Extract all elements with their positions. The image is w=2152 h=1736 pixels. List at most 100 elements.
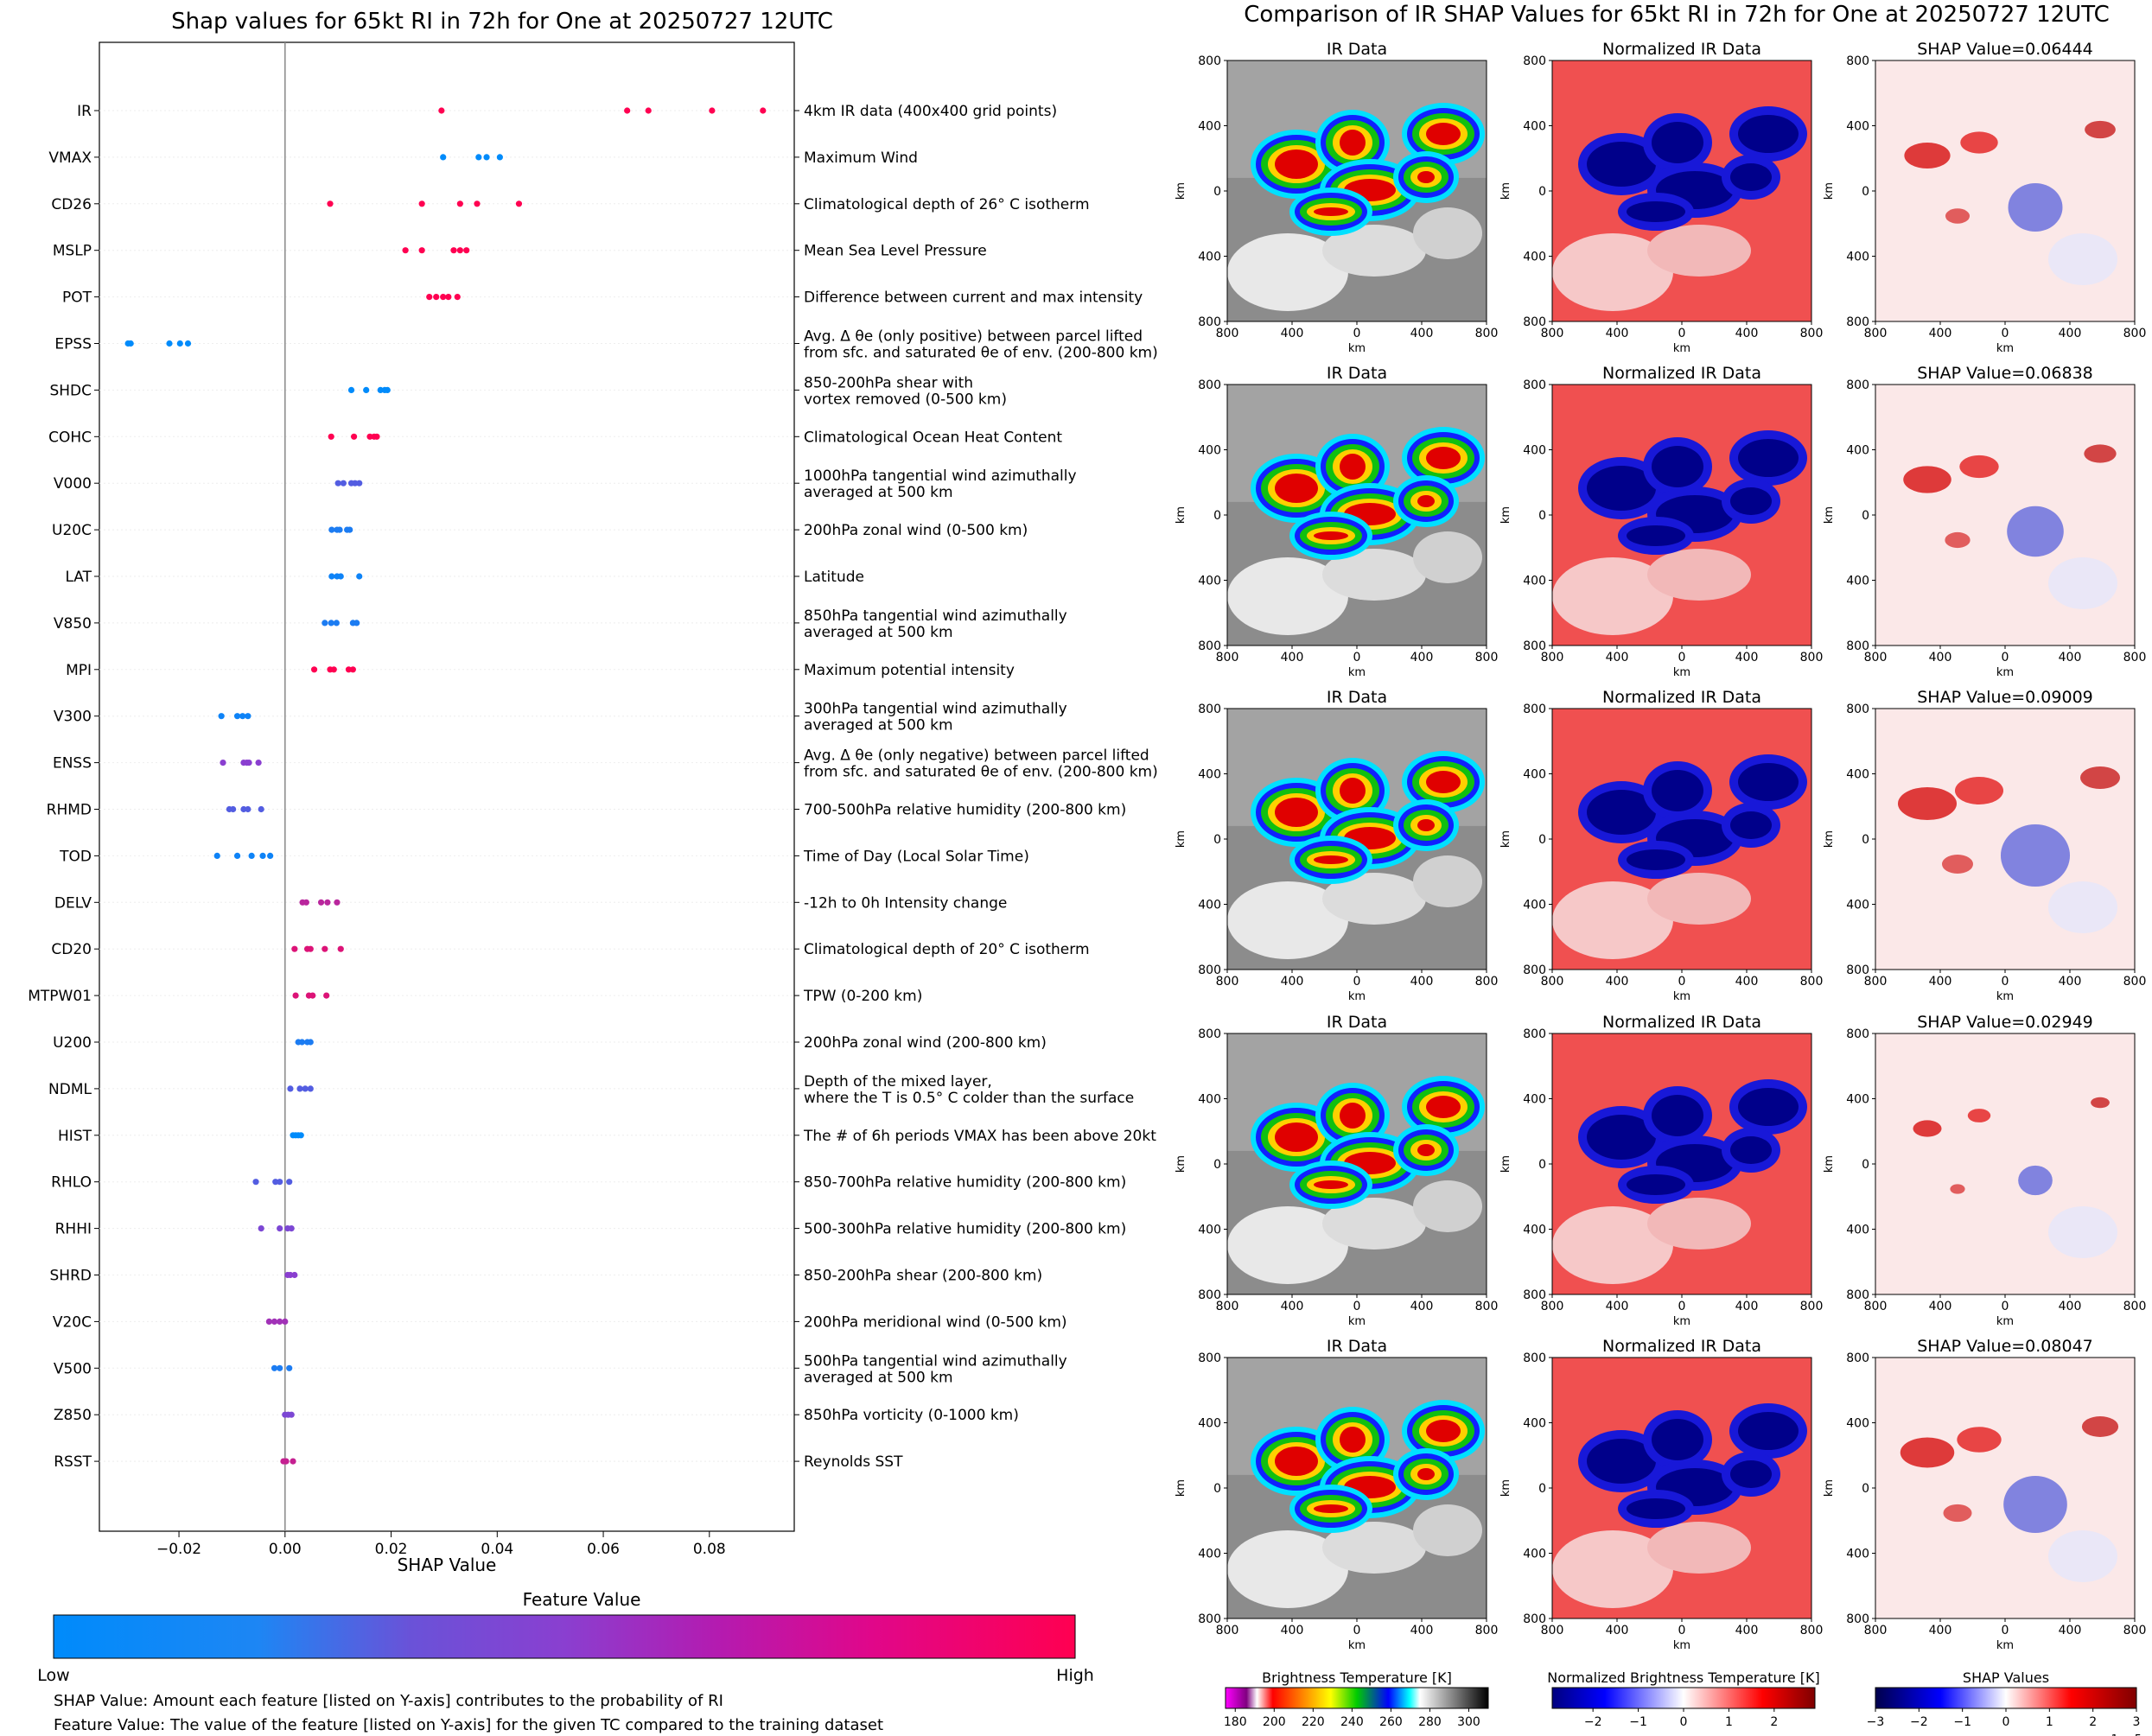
- y-axis-label: km: [1823, 182, 1836, 200]
- colorbar-offset: 1e−5: [2111, 1733, 2142, 1736]
- x-tick-label: 0.00: [269, 1541, 302, 1558]
- shap-negative-region: [2007, 506, 2064, 557]
- shap-positive-region: [1943, 1504, 1972, 1523]
- y-tick-label: 800: [1523, 378, 1546, 392]
- feature-name-label: POT: [62, 289, 92, 307]
- feature-row-v20c: V20C 200hPa meridional wind (0-500 km): [53, 1313, 1067, 1331]
- shap-point: [239, 713, 246, 720]
- norm-low-cloud: [1647, 1522, 1751, 1574]
- shap-point: [282, 1318, 289, 1325]
- y-tick-label: 800: [1198, 639, 1221, 653]
- feature-name-label: EPSS: [54, 336, 92, 353]
- shap-point: [474, 200, 481, 207]
- norm-low-cloud: [1552, 557, 1673, 635]
- x-tick-label: 800: [1475, 975, 1499, 989]
- colorbar-high-label: High: [1056, 1666, 1094, 1685]
- shap-neutral-region: [2048, 1530, 2117, 1582]
- y-tick-label: 800: [1846, 1027, 1869, 1041]
- y-tick-label: 400: [1198, 1417, 1221, 1431]
- shap-point: [248, 852, 255, 860]
- x-tick-label: 400: [1606, 651, 1629, 665]
- x-tick-label: 400: [1929, 975, 1952, 989]
- panel-row: IR Data80080040040000400400800800kmkmNor…: [1175, 1337, 2146, 1652]
- feature-row-v500: V500 500hPa tangential wind azimuthally av…: [54, 1352, 1067, 1386]
- y-tick-label: 800: [1198, 1288, 1221, 1302]
- y-tick-label: 400: [1198, 575, 1221, 588]
- y-tick-label: 0: [1213, 833, 1221, 847]
- feature-name-label: IR: [77, 103, 92, 120]
- y-tick-label: 400: [1846, 899, 1869, 913]
- x-axis-label: km: [1348, 1315, 1366, 1328]
- shap-positive-region: [1957, 1427, 2002, 1453]
- ir-cloud-coldest: [1314, 207, 1348, 216]
- feature-description: The # of 6h periods VMAX has been above …: [803, 1128, 1156, 1145]
- x-tick-label: 800: [1800, 651, 1824, 665]
- colorbar-gradient: [1551, 1687, 1816, 1709]
- feature-name-label: LAT: [65, 569, 92, 586]
- shap-point: [402, 247, 409, 254]
- x-tick-label: 400: [1929, 327, 1952, 340]
- x-tick-label: 400: [1735, 975, 1759, 989]
- shap-point: [317, 899, 325, 906]
- ir-cloud-coldest: [1275, 149, 1318, 179]
- shap-point: [433, 294, 440, 301]
- feature-row-hist: HIST The # of 6h periods VMAX has been ab…: [58, 1128, 1156, 1145]
- norm-cold-core: [1730, 1136, 1772, 1164]
- feature-name-label: U20C: [52, 522, 92, 539]
- shap-point: [328, 573, 335, 580]
- norm-cold-core: [1587, 1439, 1656, 1484]
- shap-negative-region: [2003, 1475, 2067, 1534]
- x-tick-label: 400: [2059, 327, 2082, 340]
- y-tick-label: 800: [1523, 1027, 1546, 1041]
- panel-shap: SHAP Value=0.090098008004004000040040080…: [1823, 688, 2146, 1003]
- shap-positive-region: [2084, 444, 2117, 463]
- y-tick-label: 800: [1198, 1351, 1221, 1365]
- shap-point: [373, 433, 380, 440]
- panel-normalized: Normalized IR Data8008004004000040040080…: [1499, 1013, 1823, 1328]
- ir-cloud-coldest: [1417, 819, 1435, 831]
- feature-name-label: DELV: [54, 894, 92, 912]
- colorbar-low-label: Low: [37, 1666, 69, 1685]
- y-tick-label: 0: [1538, 509, 1546, 523]
- feature-description: 4km IR data (400x400 grid points): [804, 103, 1057, 120]
- ir-cloud-coldest: [1314, 1180, 1348, 1189]
- feature-name-label: CD20: [51, 941, 92, 958]
- y-tick-label: 400: [1523, 1093, 1546, 1107]
- feature-row-u20c: U20C 200hPa zonal wind (0-500 km): [52, 522, 1028, 539]
- x-axis-label: km: [1996, 1639, 2014, 1652]
- y-tick-label: 800: [1846, 639, 1869, 653]
- shap-point: [297, 1132, 304, 1139]
- shap-point: [440, 294, 447, 301]
- x-tick-label: 800: [1216, 975, 1239, 989]
- x-tick-label: 800: [1864, 975, 1888, 989]
- x-axis-label: km: [1996, 666, 2014, 679]
- shap-point: [307, 1039, 314, 1046]
- y-tick-label: 400: [1523, 768, 1546, 782]
- feature-description: 500hPa tangential wind azimuthally averag…: [804, 1352, 1067, 1386]
- shap-point: [310, 666, 318, 673]
- feature-description: 200hPa zonal wind (200-800 km): [804, 1034, 1047, 1052]
- y-tick-label: 400: [1198, 1224, 1221, 1237]
- feature-row-rsst: RSST Reynolds SST: [54, 1453, 903, 1471]
- y-tick-label: 400: [1198, 899, 1221, 913]
- feature-description: 850-700hPa relative humidity (200-800 km…: [804, 1174, 1126, 1192]
- ir-cloud-coldest: [1340, 1103, 1366, 1129]
- shap-point: [440, 154, 447, 161]
- feature-name-label: MPI: [66, 662, 92, 679]
- feature-row-lat: LAT Latitude: [65, 569, 864, 586]
- feature-name-label: V300: [54, 709, 92, 726]
- x-tick-label: 400: [1281, 1624, 1304, 1637]
- shap-point: [265, 1318, 272, 1325]
- shap-neutral-region: [2048, 1206, 2117, 1258]
- x-tick-label: 400: [2059, 651, 2082, 665]
- norm-cold-core: [1652, 1419, 1703, 1460]
- x-tick-label: 0: [1678, 975, 1686, 989]
- y-axis-label: km: [1175, 830, 1187, 848]
- norm-low-cloud: [1552, 881, 1673, 959]
- colorbar-title: Normalized Brightness Temperature [K]: [1547, 1669, 1820, 1686]
- y-tick-label: 800: [1198, 54, 1221, 68]
- shap-point: [328, 526, 335, 533]
- panel-title: Normalized IR Data: [1602, 688, 1761, 707]
